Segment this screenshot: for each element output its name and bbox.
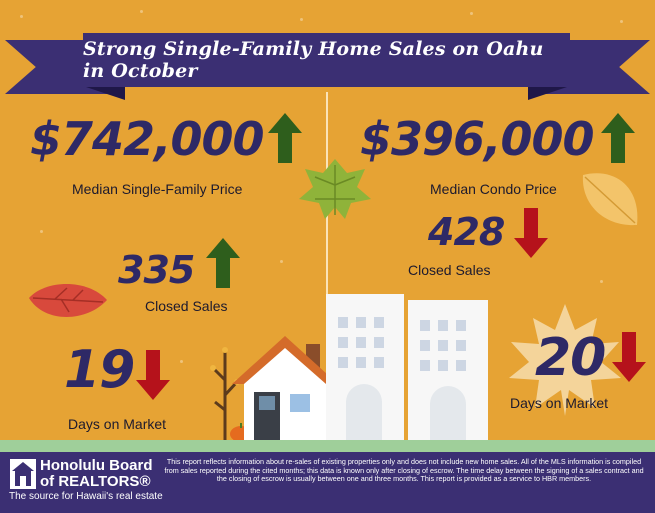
building-door	[430, 386, 466, 440]
decor-dot	[280, 260, 283, 263]
building-window	[420, 320, 430, 331]
decor-dot	[140, 10, 143, 13]
building-window	[356, 317, 366, 328]
arrow-up-icon	[206, 238, 240, 288]
building-window	[438, 360, 448, 371]
logo-name: Honolulu Board of REALTORS®	[40, 457, 153, 490]
building-window	[356, 357, 366, 368]
building-door	[346, 384, 382, 440]
building-window	[356, 337, 366, 348]
condo-median-price: $396,000	[360, 112, 595, 166]
arrow-down-icon	[514, 208, 548, 258]
decor-dot	[600, 280, 603, 283]
single-family-closed-sales: 335	[118, 248, 195, 292]
building-window	[374, 357, 384, 368]
building-window	[438, 320, 448, 331]
single-family-days-on-market: 19	[64, 340, 135, 400]
building-window	[374, 317, 384, 328]
hbr-logo-icon	[10, 459, 36, 489]
maple-leaf-icon	[509, 304, 621, 416]
building-window	[438, 340, 448, 351]
building-window	[338, 357, 348, 368]
red-leaf-icon	[29, 284, 107, 317]
condo-closed-sales-label: Closed Sales	[408, 262, 491, 278]
decor-dot	[620, 20, 623, 23]
building-window	[420, 340, 430, 351]
footer-bar	[0, 452, 655, 513]
decor-dot	[300, 18, 303, 21]
page-title: Strong Single-Family Home Sales on Oahu …	[83, 38, 544, 82]
single-family-median-price-label: Median Single-Family Price	[72, 181, 243, 197]
condo-days-on-market-label: Days on Market	[510, 395, 609, 411]
single-family-days-on-market-label: Days on Market	[68, 416, 167, 432]
condo-closed-sales: 428	[428, 210, 505, 254]
building-window	[456, 360, 466, 371]
decor-dot	[180, 360, 183, 363]
arrow-down-icon	[612, 332, 646, 382]
building-window	[338, 337, 348, 348]
yellow-leaf-icon	[582, 173, 638, 226]
arrow-down-icon	[136, 350, 170, 400]
arrow-up-icon	[601, 113, 635, 163]
condo-days-on-market: 20	[535, 328, 606, 388]
house-icon	[232, 336, 338, 442]
building-window	[456, 320, 466, 331]
green-leaf-icon	[299, 159, 371, 219]
decor-dot	[20, 15, 23, 18]
title-banner: Strong Single-Family Home Sales on Oahu …	[83, 33, 570, 87]
building-window	[420, 360, 430, 371]
decor-dot	[470, 12, 473, 15]
decor-dot	[40, 230, 43, 233]
single-family-closed-sales-label: Closed Sales	[145, 298, 228, 314]
building-window	[338, 317, 348, 328]
decor-dot	[500, 220, 503, 223]
condo-median-price-label: Median Condo Price	[430, 181, 557, 197]
building-window	[374, 337, 384, 348]
disclaimer-text: This report reflects information about r…	[164, 457, 644, 483]
single-family-median-price: $742,000	[30, 112, 265, 166]
logo-tagline: The source for Hawaii's real estate	[9, 491, 163, 502]
grass-strip	[0, 440, 655, 452]
building-window	[456, 340, 466, 351]
arrow-up-icon	[268, 113, 302, 163]
